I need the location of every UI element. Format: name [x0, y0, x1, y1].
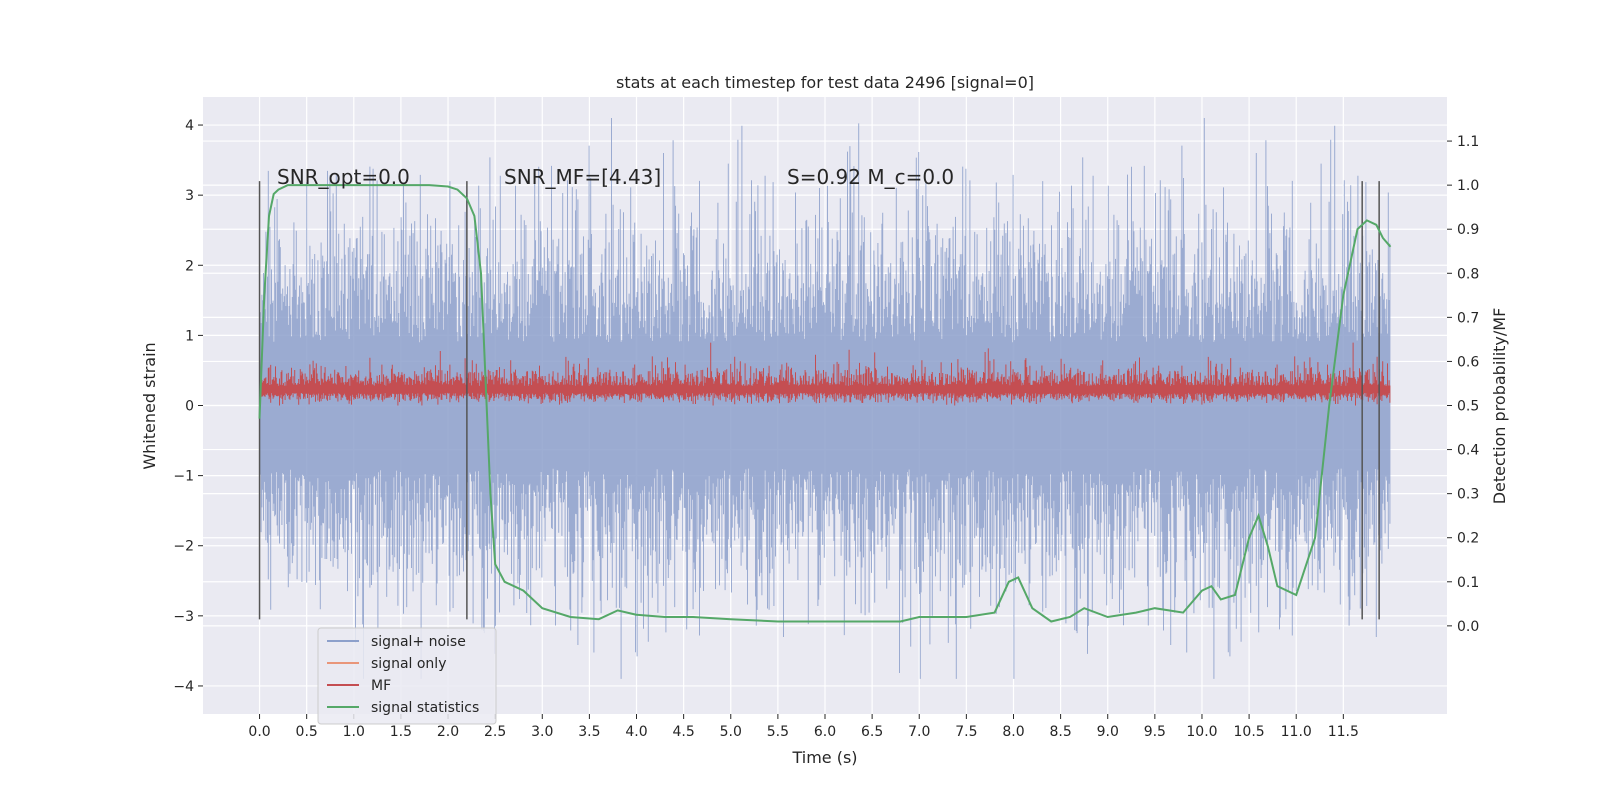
y2-tick-label: 1.1 — [1457, 134, 1479, 150]
y2-tick-label: 0.7 — [1457, 310, 1479, 326]
x-tick-label: 8.5 — [1049, 724, 1071, 740]
x-tick-label: 9.0 — [1097, 724, 1119, 740]
y-tick-label: −3 — [173, 609, 194, 625]
y2-tick-label: 0.2 — [1457, 531, 1479, 547]
x-tick-label: 10.5 — [1234, 724, 1265, 740]
x-tick-label: 2.0 — [437, 724, 459, 740]
chart-title: stats at each timestep for test data 249… — [616, 73, 1034, 92]
y-tick-label: 0 — [185, 399, 194, 415]
x-tick-label: 3.0 — [531, 724, 553, 740]
x-tick-label: 1.5 — [390, 724, 412, 740]
y-tick-label: 3 — [185, 188, 194, 204]
x-tick-label: 2.5 — [484, 724, 506, 740]
legend-label-signal-only: signal only — [371, 656, 446, 672]
x-tick-label: 6.0 — [814, 724, 836, 740]
x-tick-label: 5.5 — [767, 724, 789, 740]
y2-tick-label: 0.3 — [1457, 487, 1479, 503]
y2-tick-label: 0.6 — [1457, 354, 1479, 370]
x-tick-label: 7.0 — [908, 724, 930, 740]
x-tick-label: 0.5 — [296, 724, 318, 740]
x-tick-label: 1.0 — [343, 724, 365, 740]
y-tick-label: 2 — [185, 258, 194, 274]
annotation-snr-opt: SNR_opt=0.0 — [277, 165, 410, 189]
y2-tick-label: 0.4 — [1457, 443, 1479, 459]
x-tick-label: 11.0 — [1281, 724, 1312, 740]
y-axis-ticks: 4 3 2 1 0 −1 −2 −3 −4 — [173, 118, 203, 695]
y-tick-label: −2 — [173, 539, 194, 555]
legend-label-signal-statistics: signal statistics — [371, 700, 479, 716]
signal-statistics-line — [258, 184, 1392, 623]
legend-label-mf: MF — [371, 678, 391, 694]
x-tick-label: 4.0 — [625, 724, 647, 740]
series-signal-statistics — [258, 184, 1392, 623]
legend: signal+ noise signal only MF signal stat… — [317, 627, 497, 725]
y-tick-label: 4 — [185, 118, 194, 134]
y2-axis-ticks: 1.1 1.0 0.9 0.8 0.7 0.6 0.5 0.4 0.3 0.2 0.1 0.0 — [1447, 134, 1479, 635]
y-tick-label: −4 — [173, 679, 194, 695]
y-tick-label: 1 — [185, 328, 194, 344]
legend-box — [317, 627, 497, 725]
annotation-s-mc: S=0.92 M_c=0.0 — [787, 165, 954, 189]
legend-label-signal-noise: signal+ noise — [371, 634, 466, 650]
x-tick-label: 10.0 — [1186, 724, 1217, 740]
y2-tick-label: 0.1 — [1457, 575, 1479, 591]
x-tick-label: 7.5 — [955, 724, 977, 740]
annotations: SNR_opt=0.0 SNR_MF=[4.43] S=0.92 M_c=0.0 — [277, 165, 954, 189]
y2-tick-label: 1.0 — [1457, 178, 1479, 194]
y-axis-label: Whitened strain — [140, 342, 159, 469]
x-tick-label: 11.5 — [1328, 724, 1359, 740]
x-tick-label: 3.5 — [578, 724, 600, 740]
y2-tick-label: 0.8 — [1457, 266, 1479, 282]
x-tick-label: 0.0 — [248, 724, 270, 740]
annotation-snr-mf: SNR_MF=[4.43] — [504, 165, 661, 189]
x-tick-label: 5.0 — [720, 724, 742, 740]
x-tick-label: 4.5 — [673, 724, 695, 740]
y2-tick-label: 0.9 — [1457, 222, 1479, 238]
x-axis-ticks: 0.0 0.5 1.0 1.5 2.0 2.5 3.0 3.5 4.0 4.5 5.0 5.5 6.0 6… — [248, 714, 1359, 740]
y2-axis-label: Detection probability/MF — [1490, 308, 1509, 505]
x-tick-label: 6.5 — [861, 724, 883, 740]
y2-tick-label: 0.5 — [1457, 399, 1479, 415]
x-tick-label: 8.0 — [1002, 724, 1024, 740]
x-axis-label: Time (s) — [791, 748, 857, 767]
x-tick-label: 9.5 — [1144, 724, 1166, 740]
y-tick-label: −1 — [173, 469, 194, 485]
y2-tick-label: 0.0 — [1457, 619, 1479, 635]
